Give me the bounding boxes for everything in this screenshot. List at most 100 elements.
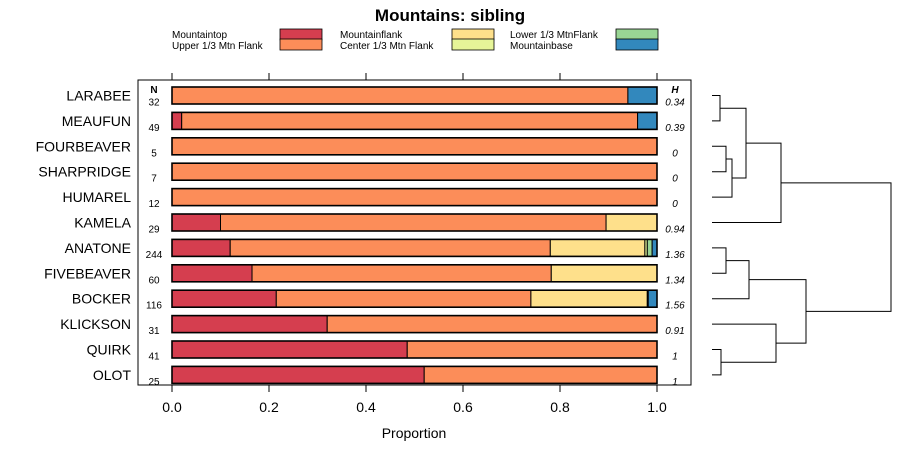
- bar-anatone-mountainflank: [549, 238, 646, 257]
- bar-kamela-upper-1-3-mtn-flank: [220, 213, 607, 232]
- n-values: 32 49 5 7 12 29 244 60 116 31 41 25: [146, 98, 163, 388]
- h-value-quirk: 1: [672, 352, 678, 363]
- category-labels: LARABEE MEAUFUN FOURBEAVER SHARPRIDGE HUMARE…: [36, 88, 132, 383]
- bar-humarel-upper-1-3-mtn-flank: [171, 188, 658, 207]
- bar-anatone-mountaintop: [171, 238, 231, 257]
- category-label-anatone: ANATONE: [65, 240, 131, 256]
- x-axis: 0.0 0.2 0.4 0.6 0.8 1.0: [162, 385, 667, 415]
- dendro-link-humarel: [712, 158, 733, 198]
- dendro-link-bocker: [712, 260, 750, 300]
- bar-group-fivebeaver: [171, 263, 658, 283]
- bar-outline-bocker: [171, 289, 658, 309]
- plot-frame: [137, 79, 692, 386]
- h-value-olot: 1: [672, 377, 678, 388]
- legend-label-upper-1-3-mtn-flank: Upper 1/3 Mtn Flank: [172, 41, 264, 52]
- bar-bocker-upper-1-3-mtn-flank: [275, 289, 532, 308]
- x-tick-label-5: 1.0: [647, 399, 667, 415]
- x-tick-label-0: 0.0: [162, 399, 182, 415]
- bar-outline-humarel: [171, 187, 658, 207]
- n-value-bocker: 116: [146, 301, 162, 312]
- h-value-fourbeaver: 0: [672, 148, 678, 159]
- bar-quirk-mountaintop: [171, 340, 408, 359]
- legend-label-mountainbase: Mountainbase: [510, 41, 573, 52]
- n-value-kamela: 29: [148, 225, 160, 236]
- dendro-link-anatone-fivebeaver: [712, 247, 727, 274]
- legend-swatch-lower-1-3-mtnflank: [615, 28, 659, 41]
- n-value-meaufun: 49: [148, 123, 160, 134]
- legend-swatch-upper-1-3-mtn-flank: [279, 38, 323, 51]
- dendro-link-larabee-meaufun: [712, 95, 721, 122]
- bar-olot-upper-1-3-mtn-flank: [423, 365, 658, 384]
- category-label-kamela: KAMELA: [74, 215, 131, 231]
- top-axis-ticks: [171, 73, 658, 80]
- bar-outline-klickson: [171, 314, 658, 334]
- category-label-sharpridge: SHARPRIDGE: [38, 164, 131, 180]
- bar-quirk-upper-1-3-mtn-flank: [406, 340, 658, 359]
- h-value-sharpridge: 0: [672, 174, 678, 185]
- bar-outline-sharpridge: [171, 162, 658, 181]
- bar-group-kamela: [171, 213, 658, 232]
- bar-bocker-mountainbase: [647, 289, 658, 308]
- dendro-link-fourbeaver-sharpridge: [712, 145, 727, 173]
- n-value-klickson: 31: [148, 326, 160, 337]
- category-label-quirk: QUIRK: [87, 342, 132, 358]
- bar-meaufun-mountainbase: [637, 111, 658, 130]
- bar-outline-fourbeaver: [171, 137, 658, 156]
- dendro-link-lower-group: [749, 279, 807, 344]
- category-label-larabee: LARABEE: [66, 88, 131, 104]
- bar-bocker-mountainflank: [530, 289, 648, 308]
- n-value-fourbeaver: 5: [151, 148, 157, 159]
- h-value-meaufun: 0.39: [665, 123, 685, 134]
- n-column-header: N: [150, 85, 157, 96]
- legend-swatch-center-1-3-mtn-flank: [451, 38, 495, 51]
- bar-kamela-mountainflank: [605, 213, 658, 232]
- bar-larabee-mountainbase: [627, 86, 658, 105]
- bar-outline-meaufun: [171, 111, 658, 131]
- legend-label-mountaintop: Mountaintop: [172, 30, 227, 41]
- bar-group-larabee: [171, 86, 658, 105]
- n-value-olot: 25: [148, 377, 160, 388]
- dendrogram: [712, 95, 892, 376]
- chart-title: Mountains: sibling: [375, 6, 525, 25]
- bar-fourbeaver-upper-1-3-mtn-flank: [171, 137, 658, 156]
- n-value-quirk: 41: [148, 352, 160, 363]
- category-label-klickson: KLICKSON: [60, 316, 131, 332]
- x-axis-label: Proportion: [382, 425, 447, 441]
- bar-group-olot: [171, 365, 658, 385]
- n-value-larabee: 32: [148, 98, 160, 109]
- h-value-bocker: 1.56: [665, 301, 685, 312]
- bar-anatone-lower-1-3-mtnflank: [646, 238, 653, 257]
- bar-group-humarel: [171, 187, 658, 207]
- n-value-fivebeaver: 60: [148, 275, 160, 286]
- legend-swatch-mountainflank: [451, 28, 495, 41]
- h-column-header: H: [671, 85, 679, 96]
- bar-group-anatone: [171, 238, 658, 258]
- h-value-klickson: 0.91: [665, 326, 684, 337]
- bar-outline-larabee: [171, 86, 658, 105]
- category-label-humarel: HUMAREL: [63, 189, 132, 205]
- bar-group-klickson: [171, 314, 658, 334]
- dendro-link-klickson: [712, 323, 777, 363]
- h-value-anatone: 1.36: [665, 250, 685, 261]
- bar-klickson-mountaintop: [171, 315, 328, 334]
- legend-label-mountainflank: Mountainflank: [340, 30, 403, 41]
- legend-label-lower-1-3-mtnflank: Lower 1/3 MtnFlank: [510, 30, 599, 41]
- dendro-link-upper-group: [720, 107, 747, 179]
- bar-sharpridge-upper-1-3-mtn-flank: [171, 162, 658, 181]
- x-tick-label-4: 0.8: [550, 399, 570, 415]
- bar-outline-kamela: [171, 213, 658, 232]
- bar-fivebeaver-upper-1-3-mtn-flank: [251, 264, 552, 283]
- legend-label-center-1-3-mtn-flank: Center 1/3 Mtn Flank: [340, 41, 434, 52]
- bar-group-bocker: [171, 289, 658, 309]
- bar-anatone-upper-1-3-mtn-flank: [229, 238, 551, 257]
- n-value-anatone: 244: [146, 250, 163, 261]
- category-label-olot: OLOT: [93, 367, 132, 383]
- bar-group-meaufun: [171, 111, 658, 131]
- x-tick-label-1: 0.2: [259, 399, 279, 415]
- bars: [171, 86, 658, 385]
- bar-outline-fivebeaver: [171, 263, 658, 283]
- x-tick-label-3: 0.6: [453, 399, 473, 415]
- h-value-kamela: 0.94: [665, 225, 685, 236]
- h-values: 0.34 0.39 0 0 0 0.94 1.36 1.34 1.56 0.91 1 1: [665, 98, 685, 388]
- bar-bocker-mountaintop: [171, 289, 277, 308]
